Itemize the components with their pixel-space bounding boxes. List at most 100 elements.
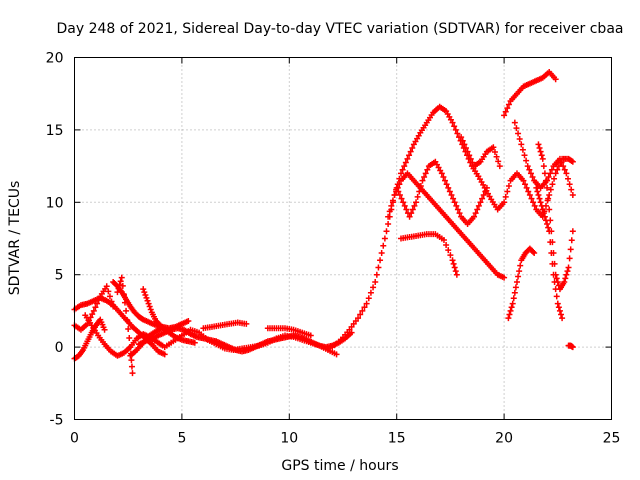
data-point [191, 339, 198, 346]
data-point [504, 105, 511, 112]
data-point [561, 166, 568, 173]
data-point [501, 274, 508, 281]
data-point [419, 177, 426, 184]
data-point [569, 228, 576, 235]
data-point [383, 228, 390, 235]
data-point [507, 307, 514, 314]
y-tick-label: 0 [55, 340, 64, 356]
data-point [146, 303, 153, 310]
data-point [466, 152, 473, 159]
data-point [526, 192, 533, 199]
data-point [546, 206, 553, 213]
data-point [359, 307, 366, 314]
data-point [517, 262, 524, 269]
data-point [143, 294, 150, 301]
data-point [508, 304, 515, 311]
data-point [547, 170, 554, 177]
data-point [509, 300, 516, 307]
data-point [516, 268, 523, 275]
data-point [451, 199, 458, 206]
data-point [479, 195, 486, 202]
data-point [414, 193, 421, 200]
data-point [491, 148, 498, 155]
data-point [464, 148, 471, 155]
data-point [506, 311, 513, 318]
data-point [422, 170, 429, 177]
data-point [307, 332, 314, 339]
data-point [469, 159, 476, 166]
series-track-15 [397, 231, 460, 278]
data-point [520, 177, 527, 184]
data-point [490, 144, 497, 151]
data-point [380, 242, 387, 249]
series-track-3 [71, 316, 108, 362]
data-point [545, 195, 552, 202]
data-point [569, 158, 576, 165]
data-point [530, 199, 537, 206]
data-point [541, 213, 548, 220]
data-point [493, 153, 500, 160]
data-point [541, 170, 548, 177]
data-point [95, 297, 102, 304]
y-tick-label: 15 [46, 123, 64, 139]
data-point [483, 184, 490, 191]
x-tick-label: 20 [495, 431, 513, 447]
data-point [566, 181, 573, 188]
data-point [531, 202, 538, 209]
y-tick-label: 20 [46, 51, 64, 67]
data-point [545, 224, 552, 231]
series-track-5 [110, 278, 192, 332]
data-point [157, 322, 164, 329]
x-tick-label: 5 [177, 431, 186, 447]
data-point [145, 300, 152, 307]
data-point [556, 307, 563, 314]
data-point [502, 108, 509, 115]
data-point [569, 192, 576, 199]
data-point [391, 192, 398, 199]
data-point [161, 351, 168, 358]
data-point [502, 193, 509, 200]
data-point [115, 285, 122, 292]
data-point [373, 271, 380, 278]
data-point [110, 303, 117, 310]
data-point [539, 155, 546, 162]
data-point [397, 170, 404, 177]
data-point [400, 199, 407, 206]
data-point [528, 195, 535, 202]
data-point [101, 326, 108, 333]
series-track-16 [393, 158, 490, 228]
y-axis-label: SDTVAR / TECUs [7, 181, 23, 296]
data-point [94, 300, 101, 307]
data-point [537, 199, 544, 206]
data-point [524, 163, 531, 170]
data-point [561, 278, 568, 285]
data-point [522, 181, 529, 188]
data-point [511, 289, 518, 296]
data-point [530, 248, 537, 255]
data-point [89, 311, 96, 318]
x-tick-label: 0 [70, 431, 79, 447]
data-point [363, 300, 370, 307]
data-point [477, 199, 484, 206]
data-point [454, 130, 461, 137]
data-point [568, 186, 575, 193]
data-point [519, 146, 526, 153]
data-point [440, 173, 447, 180]
series-track-23 [565, 342, 576, 351]
data-point [416, 188, 423, 195]
data-point [375, 264, 382, 271]
series-track-8 [140, 286, 164, 329]
data-point [525, 188, 532, 195]
data-point [505, 183, 512, 190]
data-point [523, 157, 530, 164]
data-point [558, 159, 565, 166]
data-point [462, 145, 469, 151]
data-point [106, 293, 113, 300]
data-point [552, 271, 559, 278]
y-tick-label: 5 [55, 268, 64, 284]
data-point [512, 284, 519, 291]
data-point [440, 236, 447, 243]
series-track-19 [505, 245, 538, 322]
x-tick-label: 10 [280, 431, 298, 447]
data-point [562, 275, 569, 282]
